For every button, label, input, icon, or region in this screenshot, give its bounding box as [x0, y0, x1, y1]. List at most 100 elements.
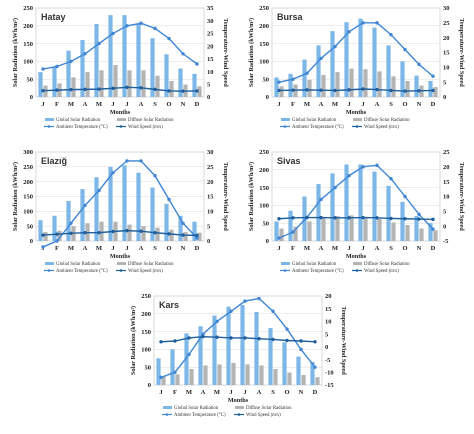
- chart-svg-kars: 0 50 100 150 200 250 -15 -10 -5 0 5 10 15 20 J F M A M J J A S…: [130, 293, 347, 418]
- point-ambient-temperature-c: [153, 26, 157, 31]
- bar-global-solar-radiation: [358, 164, 363, 241]
- bar-diffuse-solar-radiation: [141, 70, 146, 97]
- point-ambient-temperature-c: [431, 74, 435, 78]
- point-wind-speed-m-s: [277, 88, 281, 93]
- point-ambient-temperature-c: [277, 236, 281, 240]
- x-tick-label: J: [347, 101, 351, 108]
- legend-label-wind: Wind Speed (m/s): [128, 125, 163, 130]
- bar-diffuse-solar-radiation: [363, 69, 368, 97]
- legend-label-global: Global Solar Radiation: [56, 262, 101, 267]
- y2-tick-label: 20: [207, 179, 214, 186]
- x-tick-label: M: [186, 389, 192, 396]
- bar-diffuse-solar-radiation: [307, 221, 312, 241]
- point-wind-speed-m-s: [111, 86, 115, 91]
- y-tick-label: 100: [259, 203, 269, 210]
- bar-global-solar-radiation: [122, 165, 127, 241]
- y2-tick-label: -5: [325, 357, 331, 364]
- point-ambient-temperature-c: [187, 352, 191, 357]
- point-wind-speed-m-s: [271, 337, 275, 342]
- bar-global-solar-radiation: [80, 189, 85, 241]
- point-ambient-temperature-c: [375, 21, 379, 25]
- legend-swatch-diffuse: [117, 118, 126, 121]
- y-axis-title: Solar Radiation (kWh/m²): [248, 162, 255, 231]
- bar-diffuse-solar-radiation: [155, 227, 160, 241]
- y2-tick-label: 20: [325, 293, 332, 300]
- chart-svg-sivas: 0 50 100 150 200 250 -5 0 5 10 15 20 25 J F M A M J J A S O N D M…: [248, 149, 465, 274]
- point-ambient-temperature-c: [333, 185, 337, 190]
- bar-global-solar-radiation: [254, 312, 259, 385]
- line-ambient-temperature-c: [42, 22, 198, 70]
- point-ambient-temperature-c: [403, 194, 407, 199]
- bar-diffuse-solar-radiation: [203, 365, 208, 385]
- point-ambient-temperature-c: [285, 327, 289, 331]
- bar-global-solar-radiation: [150, 187, 155, 241]
- point-wind-speed-m-s: [97, 87, 101, 91]
- legend-marker-wind: [119, 125, 123, 128]
- point-ambient-temperature-c: [319, 56, 323, 61]
- bar-global-solar-radiation: [344, 164, 349, 241]
- bar-diffuse-solar-radiation: [99, 221, 104, 241]
- x-tick-label: F: [55, 101, 59, 108]
- y2-tick-label: 5: [443, 79, 447, 86]
- point-ambient-temperature-c: [173, 370, 177, 374]
- chart-svg-bursa: 0 50 100 150 200 250 0 5 10 15 20 25 30 J F M A M J J A S O N D M…: [248, 5, 465, 130]
- bar-global-solar-radiation: [268, 328, 273, 385]
- point-wind-speed-m-s: [201, 334, 205, 339]
- point-wind-speed-m-s: [403, 89, 407, 93]
- x-tick-label: J: [347, 245, 351, 252]
- y2-tick-label: 0: [443, 94, 446, 101]
- x-tick-label: S: [271, 389, 275, 396]
- point-wind-speed-m-s: [181, 233, 185, 237]
- y2-tick-label: 0: [443, 223, 446, 230]
- y2-tick-label: 0: [325, 344, 328, 351]
- bar-diffuse-solar-radiation: [43, 232, 48, 241]
- legend-label-wind: Wind Speed (m/s): [246, 413, 281, 418]
- bar-diffuse-solar-radiation: [279, 86, 284, 97]
- point-ambient-temperature-c: [431, 227, 435, 231]
- bar-global-solar-radiation: [38, 220, 43, 241]
- y-axis-title: Solar Radiation (kWh/m²): [130, 306, 137, 375]
- y2-tick-label: 20: [443, 35, 450, 42]
- x-tick-label: N: [181, 101, 186, 108]
- point-ambient-temperature-c: [417, 212, 421, 216]
- x-tick-label: J: [229, 389, 233, 396]
- y-tick-label: 250: [259, 5, 269, 12]
- legend-label-diffuse: Diffuse Solar Radiation: [128, 262, 174, 267]
- point-wind-speed-m-s: [125, 85, 129, 90]
- point-wind-speed-m-s: [333, 88, 337, 93]
- point-ambient-temperature-c: [125, 159, 129, 163]
- x-tick-label: J: [125, 245, 129, 252]
- bar-diffuse-solar-radiation: [377, 71, 382, 97]
- x-tick-label: J: [41, 101, 45, 108]
- point-wind-speed-m-s: [215, 335, 219, 339]
- point-wind-speed-m-s: [173, 339, 177, 343]
- point-ambient-temperature-c: [347, 174, 351, 178]
- point-wind-speed-m-s: [389, 88, 393, 93]
- point-ambient-temperature-c: [55, 239, 59, 243]
- y-tick-label: 50: [145, 364, 152, 371]
- y-tick-label: 50: [263, 76, 270, 83]
- point-ambient-temperature-c: [243, 299, 247, 303]
- point-wind-speed-m-s: [305, 215, 309, 220]
- bar-global-solar-radiation: [386, 185, 391, 241]
- point-ambient-temperature-c: [139, 21, 143, 25]
- legend-label-wind: Wind Speed (m/s): [364, 125, 399, 130]
- x-tick-label: J: [111, 101, 115, 108]
- legend-marker-wind: [119, 269, 123, 272]
- bar-diffuse-solar-radiation: [259, 365, 264, 385]
- bar-global-solar-radiation: [400, 201, 405, 241]
- bar-diffuse-solar-radiation: [231, 362, 236, 385]
- y2-tick-label: 15: [443, 179, 450, 186]
- point-ambient-temperature-c: [313, 365, 317, 369]
- bar-global-solar-radiation: [178, 215, 183, 241]
- point-wind-speed-m-s: [375, 87, 379, 92]
- bar-global-solar-radiation: [178, 68, 183, 97]
- y-tick-label: 200: [259, 167, 269, 174]
- legend-marker-wind: [237, 413, 241, 416]
- point-wind-speed-m-s: [347, 216, 351, 220]
- point-ambient-temperature-c: [69, 221, 73, 225]
- bar-global-solar-radiation: [108, 15, 113, 97]
- legend-marker-wind: [355, 125, 359, 128]
- y2-tick-label: 10: [207, 69, 214, 76]
- point-ambient-temperature-c: [125, 24, 129, 28]
